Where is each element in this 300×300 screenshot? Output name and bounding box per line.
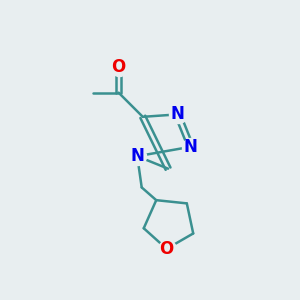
- Text: O: O: [112, 58, 126, 76]
- Text: O: O: [160, 240, 174, 258]
- Text: N: N: [184, 138, 198, 156]
- Text: N: N: [130, 147, 144, 165]
- Text: N: N: [171, 105, 184, 123]
